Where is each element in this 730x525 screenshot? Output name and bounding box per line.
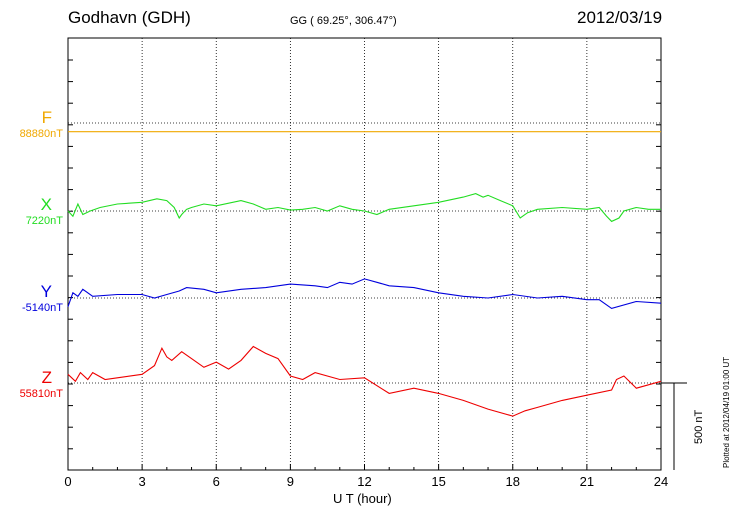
x-tick-label: 0 — [64, 474, 71, 489]
station-coordinates: GG ( 69.25°, 306.47°) — [290, 15, 397, 27]
series-line-x — [67, 193, 661, 223]
x-tick-label: 15 — [431, 474, 445, 489]
series-label-z: Z 55810nT — [0, 368, 70, 400]
x-tick-label: 6 — [213, 474, 220, 489]
series-name-z: Z — [41, 368, 52, 387]
x-tick-label: 21 — [580, 474, 594, 489]
x-axis-title: U T (hour) — [333, 491, 392, 506]
x-tick-label: 24 — [654, 474, 668, 489]
series-lines — [67, 131, 662, 417]
station-title: Godhavn (GDH) — [68, 8, 191, 27]
x-tick-label: 12 — [357, 474, 371, 489]
series-baseline-x: 7220nT — [25, 215, 63, 227]
axis-ticks: 0 3 6 9 12 15 18 21 24 — [64, 59, 668, 489]
series-baseline-y: -5140nT — [22, 302, 63, 314]
x-tick-label: 3 — [139, 474, 146, 489]
series-label-y: Y -5140nT — [0, 282, 70, 314]
series-line-z — [67, 345, 662, 417]
plotted-timestamp: Plotted at 2012/04/19 01:00 UT — [722, 356, 730, 468]
x-tick-label: 18 — [506, 474, 520, 489]
series-name-x: X — [40, 195, 52, 214]
scale-bar-label: 500 nT — [693, 409, 705, 444]
series-label-x: X 7220nT — [0, 195, 70, 227]
scale-bar — [661, 382, 687, 470]
series-name-y: Y — [40, 282, 52, 301]
grid-lines — [68, 38, 661, 470]
x-tick-label: 9 — [287, 474, 294, 489]
series-baseline-f: 88880nT — [19, 128, 63, 140]
series-label-f: F 88880nT — [0, 108, 70, 140]
series-baseline-z: 55810nT — [19, 388, 63, 400]
series-line-y — [67, 278, 662, 309]
plot-date: 2012/03/19 — [577, 8, 663, 27]
series-name-f: F — [41, 108, 52, 127]
